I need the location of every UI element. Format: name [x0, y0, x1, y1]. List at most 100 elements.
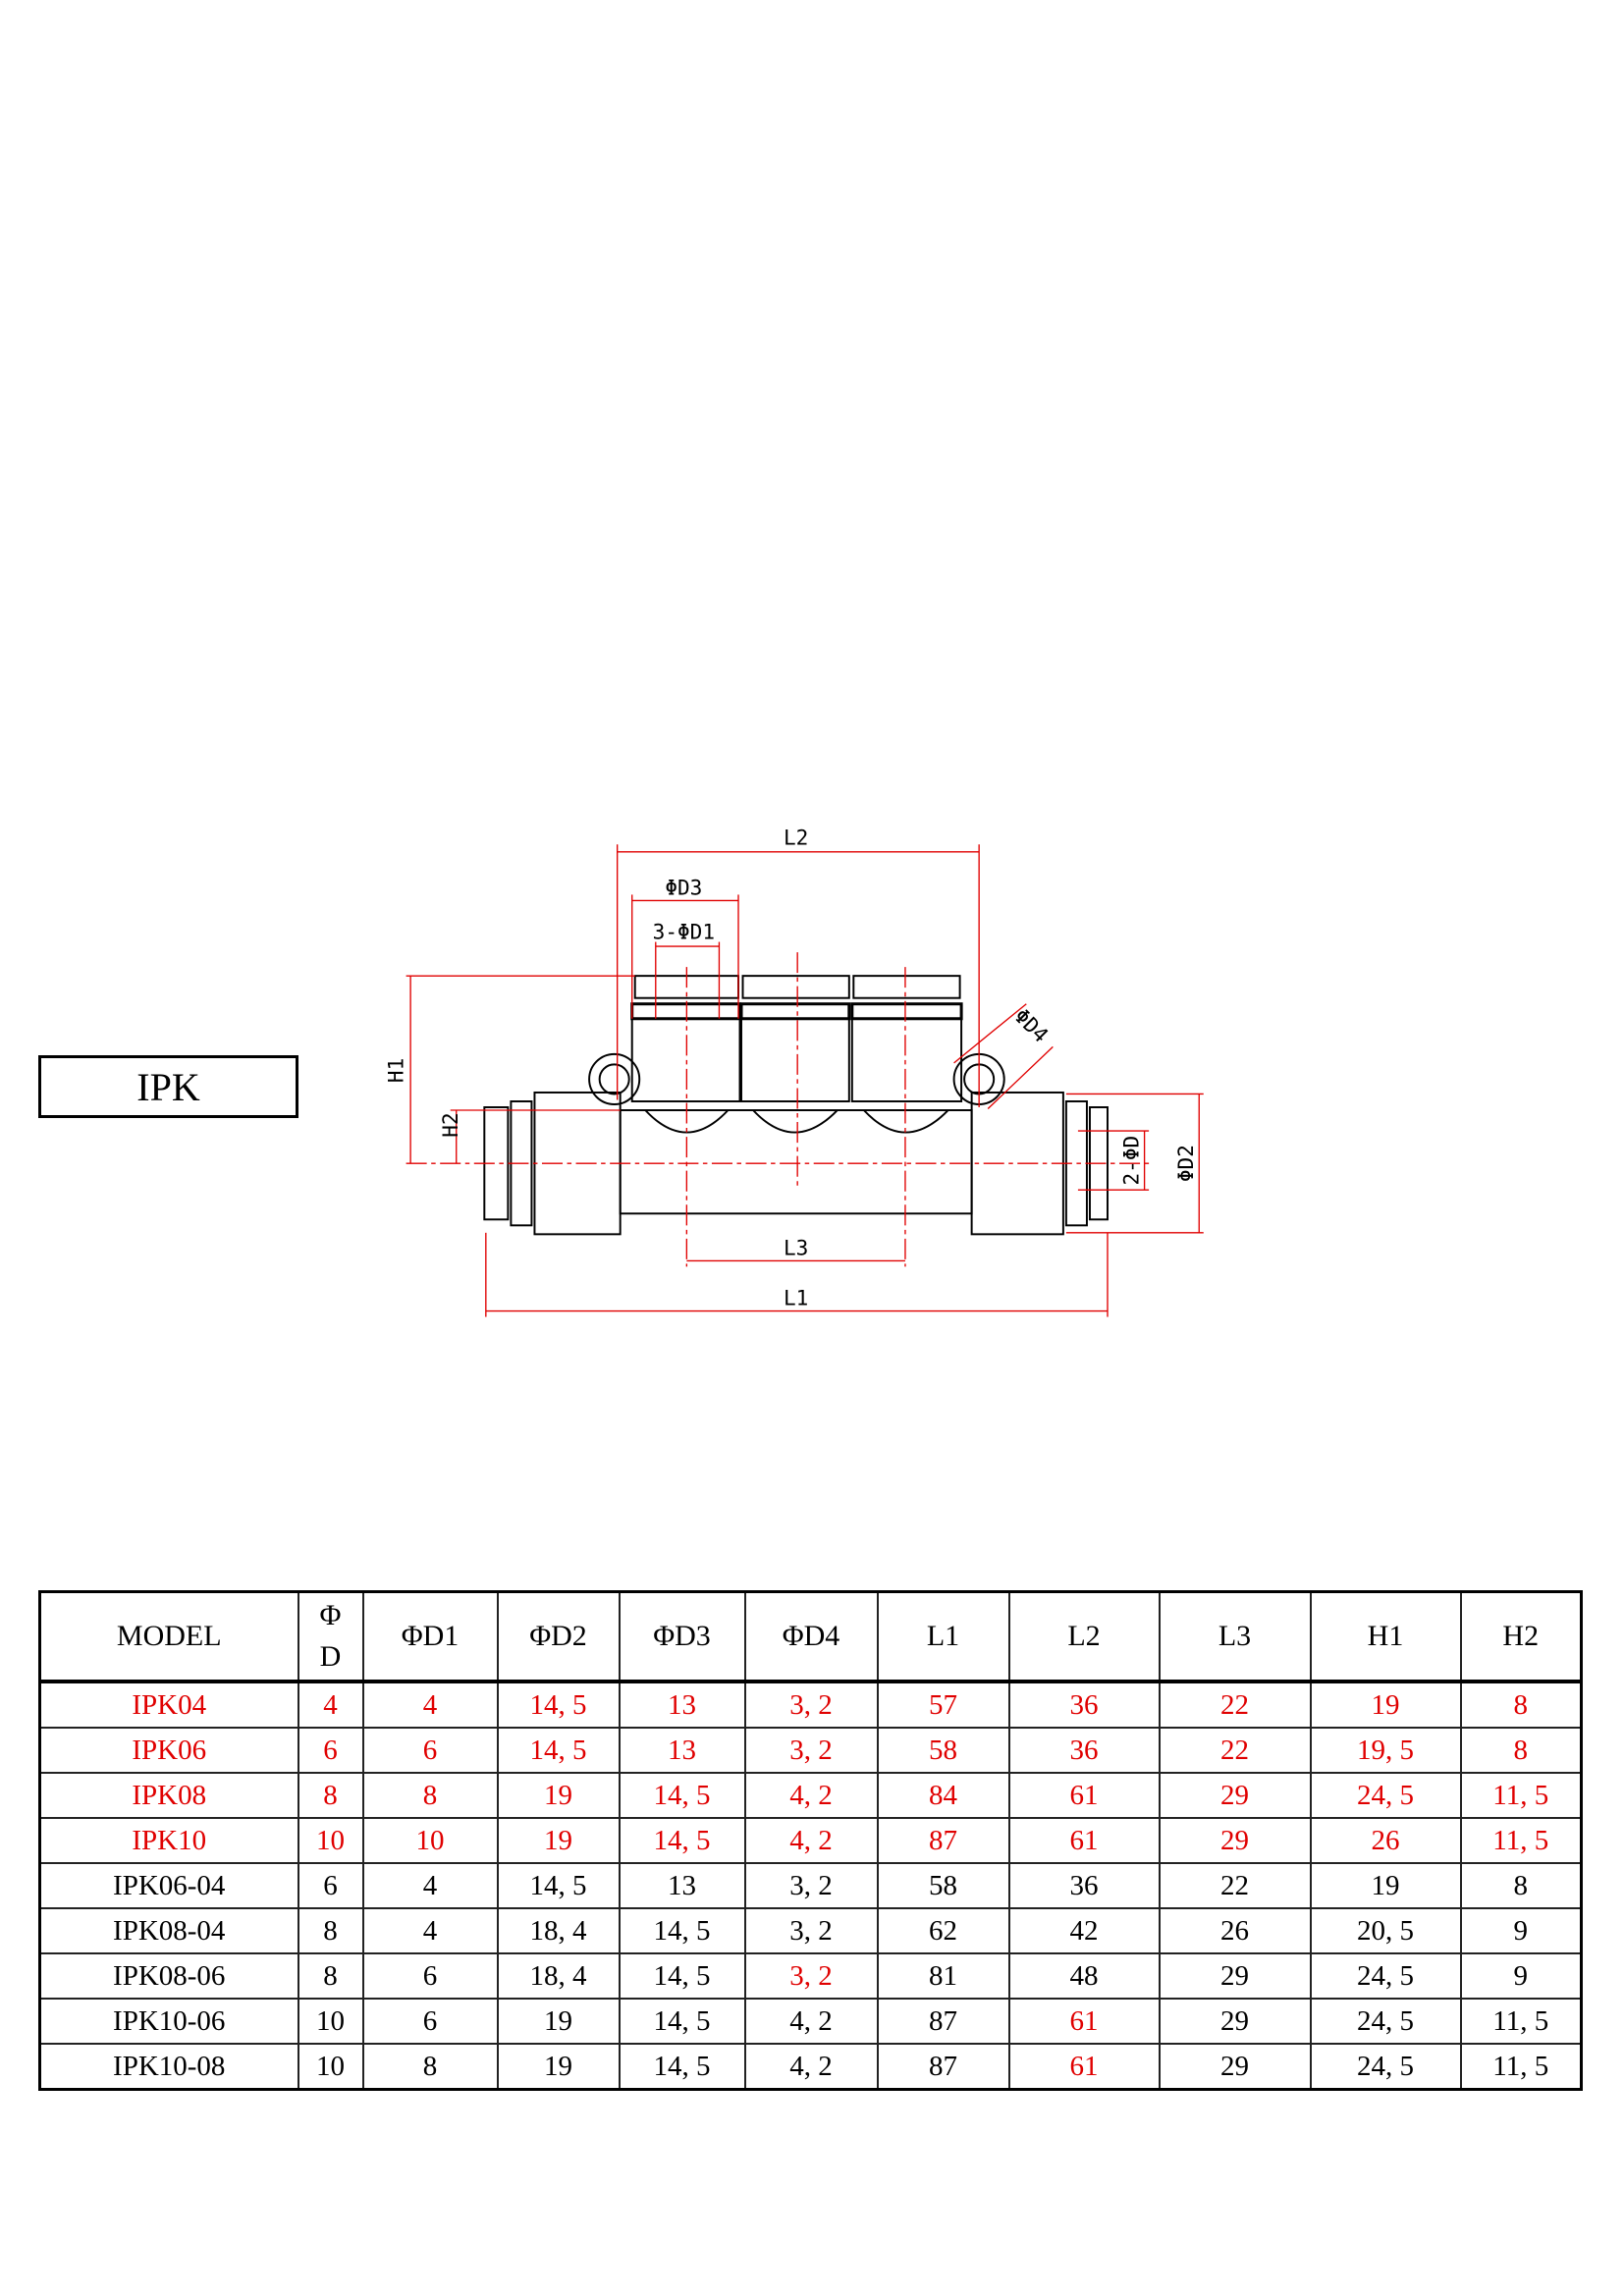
- value-cell: 14, 5: [618, 1998, 746, 2045]
- value-cell: 22: [1158, 1727, 1312, 1774]
- value-cell: 36: [1007, 1727, 1161, 1774]
- column-header: MODEL: [38, 1590, 299, 1683]
- value-cell: 6: [297, 1727, 364, 1774]
- value-cell: 58: [876, 1727, 1010, 1774]
- value-cell: 19: [496, 1998, 621, 2045]
- value-cell: 4, 2: [743, 1817, 879, 1864]
- column-header: L2: [1007, 1590, 1161, 1683]
- value-cell: 19, 5: [1309, 1727, 1462, 1774]
- column-header: H2: [1459, 1590, 1583, 1683]
- dimension-lines: [406, 844, 1204, 1317]
- value-cell: 84: [876, 1772, 1010, 1819]
- value-cell: 3, 2: [743, 1681, 879, 1729]
- value-cell: 4, 2: [743, 1772, 879, 1819]
- value-cell: 8: [361, 1772, 499, 1819]
- value-cell: 8: [297, 1772, 364, 1819]
- value-cell: 8: [1459, 1862, 1583, 1909]
- column-header: H1: [1309, 1590, 1462, 1683]
- table-row: IPK10-06 10 6 19 14, 5 4, 2 87 61 29 24, 5 11, 5: [38, 1998, 1583, 2045]
- value-cell: 22: [1158, 1681, 1312, 1729]
- value-cell: 3, 2: [743, 1952, 879, 2000]
- value-cell: 11, 5: [1459, 1772, 1583, 1819]
- value-cell: 24, 5: [1309, 1952, 1462, 2000]
- value-cell: 6: [297, 1862, 364, 1909]
- value-cell: 36: [1007, 1681, 1161, 1729]
- value-cell: 48: [1007, 1952, 1161, 2000]
- model-cell: IPK04: [38, 1681, 299, 1729]
- value-cell: 87: [876, 1817, 1010, 1864]
- value-cell: 29: [1158, 1817, 1312, 1864]
- value-cell: 19: [496, 1772, 621, 1819]
- value-cell: 81: [876, 1952, 1010, 2000]
- value-cell: 11, 5: [1459, 2043, 1583, 2091]
- dimension-labels: L2 ΦD3 3-ΦD1 L3 L1 H1 H2 ΦD2 2-ΦD ΦD4: [384, 825, 1199, 1309]
- value-cell: 8: [1459, 1727, 1583, 1774]
- value-cell: 14, 5: [496, 1862, 621, 1909]
- dimension-table: MODEL Φ D ΦD1 ΦD2 ΦD3 ΦD4 L1 L2 L3 H1 H2 IPK04 4 4 14,…: [38, 1590, 1583, 2091]
- column-header: ΦD4: [743, 1590, 879, 1683]
- value-cell: 11, 5: [1459, 1817, 1583, 1864]
- value-cell: 8: [297, 1907, 364, 1954]
- column-header: ΦD1: [361, 1590, 499, 1683]
- value-cell: 29: [1158, 1772, 1312, 1819]
- value-cell: 87: [876, 1998, 1010, 2045]
- value-cell: 26: [1158, 1907, 1312, 1954]
- value-cell: 6: [361, 1727, 499, 1774]
- table-row: IPK10 10 10 19 14, 5 4, 2 87 61 29 26 11, 5: [38, 1817, 1583, 1864]
- value-cell: 29: [1158, 2043, 1312, 2091]
- model-cell: IPK06: [38, 1727, 299, 1774]
- value-cell: 18, 4: [496, 1907, 621, 1954]
- value-cell: 13: [618, 1681, 746, 1729]
- value-cell: 11, 5: [1459, 1998, 1583, 2045]
- value-cell: 61: [1007, 1772, 1161, 1819]
- value-cell: 14, 5: [496, 1727, 621, 1774]
- value-cell: 3, 2: [743, 1907, 879, 1954]
- value-cell: 3, 2: [743, 1862, 879, 1909]
- model-title: IPK: [38, 1055, 298, 1118]
- value-cell: 14, 5: [618, 1907, 746, 1954]
- value-cell: 57: [876, 1681, 1010, 1729]
- value-cell: 9: [1459, 1907, 1583, 1954]
- model-cell: IPK08: [38, 1772, 299, 1819]
- value-cell: 14, 5: [618, 2043, 746, 2091]
- value-cell: 13: [618, 1862, 746, 1909]
- value-cell: 29: [1158, 1952, 1312, 2000]
- table-header: MODEL Φ D ΦD1 ΦD2 ΦD3 ΦD4 L1 L2 L3 H1 H2: [38, 1590, 1583, 1683]
- model-cell: IPK10-06: [38, 1998, 299, 2045]
- value-cell: 9: [1459, 1952, 1583, 2000]
- model-cell: IPK06-04: [38, 1862, 299, 1909]
- value-cell: 14, 5: [618, 1952, 746, 2000]
- value-cell: 19: [1309, 1681, 1462, 1729]
- label-d2: ΦD2: [1173, 1145, 1198, 1182]
- label-h1: H1: [384, 1058, 408, 1083]
- value-cell: 4: [361, 1681, 499, 1729]
- value-cell: 14, 5: [496, 1681, 621, 1729]
- value-cell: 10: [297, 2043, 364, 2091]
- value-cell: 10: [297, 1817, 364, 1864]
- value-cell: 36: [1007, 1862, 1161, 1909]
- label-l3: L3: [784, 1235, 808, 1259]
- value-cell: 20, 5: [1309, 1907, 1462, 1954]
- value-cell: 18, 4: [496, 1952, 621, 2000]
- value-cell: 8: [1459, 1681, 1583, 1729]
- label-l1: L1: [784, 1286, 808, 1310]
- value-cell: 10: [361, 1817, 499, 1864]
- table-row: IPK10-08 10 8 19 14, 5 4, 2 87 61 29 24, 5 11, 5: [38, 2043, 1583, 2091]
- value-cell: 24, 5: [1309, 1772, 1462, 1819]
- value-cell: 61: [1007, 1998, 1161, 2045]
- model-cell: IPK08-04: [38, 1907, 299, 1954]
- value-cell: 29: [1158, 1998, 1312, 2045]
- value-cell: 13: [618, 1727, 746, 1774]
- value-cell: 4, 2: [743, 1998, 879, 2045]
- value-cell: 4: [361, 1862, 499, 1909]
- value-cell: 24, 5: [1309, 1998, 1462, 2045]
- value-cell: 61: [1007, 1817, 1161, 1864]
- label-d1: 3-ΦD1: [653, 920, 715, 944]
- value-cell: 24, 5: [1309, 2043, 1462, 2091]
- table-row: IPK06-04 6 4 14, 5 13 3, 2 58 36 22 19 8: [38, 1862, 1583, 1909]
- value-cell: 62: [876, 1907, 1010, 1954]
